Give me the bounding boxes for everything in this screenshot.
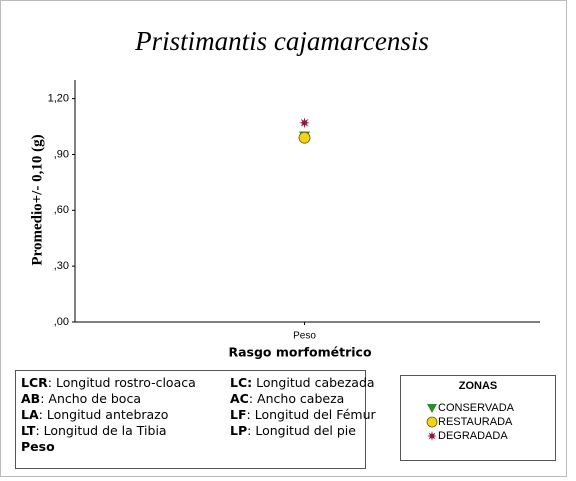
note-abbr: LC: xyxy=(230,375,252,390)
note-text: : Longitud de la Tibia xyxy=(35,423,166,438)
y-tick-label: 1,20 xyxy=(48,93,69,105)
frame xyxy=(0,0,567,477)
legend-label: RESTAURADA xyxy=(438,416,513,428)
notes-box xyxy=(15,370,366,469)
legend-title: ZONAS xyxy=(459,380,498,392)
y-tick-label: ,60 xyxy=(54,204,69,216)
chart-title: Pristimantis cajamarcensis xyxy=(134,26,429,56)
y-axis-label: Promedio+/- 0,10 (g) xyxy=(29,134,45,265)
marker xyxy=(298,131,311,144)
note: LA: Longitud antebrazo xyxy=(21,407,168,422)
note-text: : Longitud antebrazo xyxy=(39,407,169,422)
legend-label: CONSERVADA xyxy=(438,402,515,414)
marker xyxy=(427,431,437,441)
note-abbr: AB xyxy=(21,391,40,406)
y-tick-label: ,90 xyxy=(54,148,69,160)
note-abbr: LF xyxy=(230,407,247,422)
x-axis-label: Rasgo morfométrico xyxy=(228,345,372,360)
note-abbr: LCR xyxy=(21,375,48,390)
note: LF: Longitud del Fémur xyxy=(230,407,377,422)
note-abbr: AC xyxy=(230,391,249,406)
note-abbr: Peso xyxy=(21,439,55,454)
note-text: : Longitud rostro-cloaca xyxy=(48,375,196,390)
legend-box xyxy=(400,375,556,461)
note: Peso xyxy=(21,439,55,454)
note-abbr: LT xyxy=(21,423,36,438)
note-abbr: LP xyxy=(230,423,247,438)
note-text: : Ancho de boca xyxy=(40,391,141,406)
note-text: : Ancho cabeza xyxy=(249,391,344,406)
notes: LCR: Longitud rostro-cloaca LC: Longitud … xyxy=(21,375,377,454)
y-tick-label: ,30 xyxy=(54,260,69,272)
note: LCR: Longitud rostro-cloaca xyxy=(21,375,196,390)
note-text: : Longitud del pie xyxy=(247,423,356,438)
marker xyxy=(426,416,438,428)
note: AB: Ancho de boca xyxy=(21,391,141,406)
note: LP: Longitud del pie xyxy=(230,423,356,438)
legend-label: DEGRADADA xyxy=(438,430,508,442)
note-text: Longitud cabezada xyxy=(252,375,374,390)
note-text: : Longitud del Fémur xyxy=(247,407,377,422)
note: LC: Longitud cabezada xyxy=(230,375,375,390)
marker xyxy=(427,404,437,413)
note: AC: Ancho cabeza xyxy=(230,391,344,406)
y-tick-label: ,00 xyxy=(54,316,69,328)
note-abbr: LA xyxy=(21,407,39,422)
note: LT: Longitud de la Tibia xyxy=(21,423,167,438)
x-tick-label: Peso xyxy=(293,331,316,342)
marker xyxy=(299,117,310,129)
